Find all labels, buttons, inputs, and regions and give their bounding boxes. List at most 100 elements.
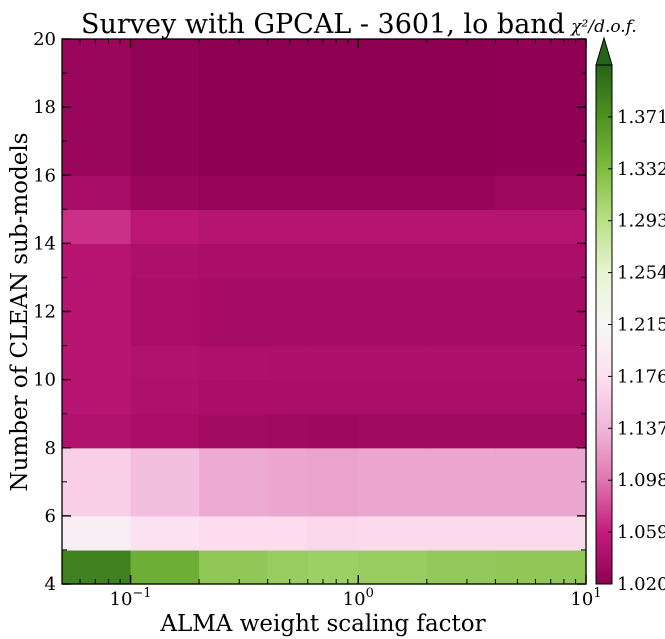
heatmap-cell — [495, 379, 587, 415]
colorbar-tick-label: 1.137 — [617, 418, 665, 439]
heatmap-cell — [426, 515, 496, 551]
heatmap-cell — [130, 209, 200, 244]
heatmap-cell — [426, 209, 496, 244]
heatmap-cell — [130, 447, 200, 517]
colorbar-tick-label: 1.098 — [617, 470, 665, 491]
heatmap-cell — [358, 413, 428, 449]
heatmap-cell — [267, 175, 309, 210]
heatmap-cell — [62, 209, 132, 244]
colorbar: 1.020 1.059 1.098 1.137 1.176 1.215 1.254 1.293… — [595, 36, 665, 595]
heatmap-cells — [62, 39, 587, 585]
x-axis-label: ALMA weight scaling factor — [159, 611, 485, 637]
heatmap-cell — [307, 175, 359, 210]
y-tick-label: 8 — [45, 438, 56, 459]
heatmap-cell — [495, 209, 587, 244]
heatmap-cell — [199, 379, 269, 415]
heatmap-cell — [199, 277, 269, 347]
heatmap-cell — [267, 413, 309, 449]
heatmap-cell — [267, 243, 309, 279]
heatmap-cell — [130, 413, 200, 449]
y-tick-label: 6 — [45, 506, 56, 527]
heatmap-cell — [267, 345, 309, 381]
heatmap-cell — [426, 243, 496, 279]
colorbar-extend-arrow — [595, 36, 613, 66]
colorbar-tick-label: 1.215 — [617, 315, 665, 336]
heatmap-cell — [426, 277, 496, 347]
x-tick-label: 10−1 — [110, 586, 152, 610]
y-tick-label: 20 — [33, 29, 56, 50]
heatmap-cell — [62, 515, 132, 551]
heatmap-cell — [358, 175, 428, 210]
y-axis-tick-labels: 4 6 8 10 12 14 16 18 20 — [33, 29, 56, 595]
colorbar-tick-label: 1.176 — [617, 366, 665, 387]
heatmap-cell — [426, 175, 496, 210]
heatmap-cell — [199, 413, 269, 449]
heatmap-cell — [495, 277, 587, 347]
colorbar-tick-label: 1.332 — [617, 159, 665, 180]
heatmap-cell — [130, 345, 200, 381]
heatmap-cell — [495, 345, 587, 381]
heatmap-cell — [199, 175, 269, 210]
heatmap-cell — [199, 549, 269, 585]
y-axis-label: Number of CLEAN sub-models — [7, 132, 33, 491]
heatmap-cell — [495, 515, 587, 551]
heatmap-cell — [358, 515, 428, 551]
y-axis-ticks — [62, 38, 586, 585]
heatmap-cell — [267, 549, 309, 585]
heatmap-cell — [199, 345, 269, 381]
y-tick-label: 14 — [33, 233, 56, 254]
heatmap-cell — [307, 277, 359, 347]
heatmap-cell — [62, 39, 132, 176]
colorbar-title: χ²/d.o.f. — [570, 17, 637, 37]
heatmap-cell — [358, 243, 428, 279]
heatmap-cell — [199, 209, 269, 244]
heatmap-cell — [358, 39, 428, 176]
heatmap-cell — [307, 549, 359, 585]
heatmap-cell — [426, 447, 496, 517]
heatmap-cell — [130, 277, 200, 347]
heatmap-cell — [426, 39, 496, 176]
y-tick-label: 4 — [45, 574, 56, 595]
heatmap-cell — [495, 243, 587, 279]
colorbar-gradient — [596, 65, 612, 584]
heatmap-cell — [358, 549, 428, 585]
heatmap-cell — [62, 379, 132, 415]
heatmap-cell — [358, 379, 428, 415]
heatmap-cell — [358, 277, 428, 347]
heatmap-cell — [199, 39, 269, 176]
heatmap-cell — [307, 515, 359, 551]
heatmap-cell — [495, 39, 587, 176]
heatmap-cell — [307, 447, 359, 517]
heatmap-cell — [62, 345, 132, 381]
heatmap-cell — [307, 209, 359, 244]
heatmap-cell — [358, 209, 428, 244]
heatmap-cell — [426, 413, 496, 449]
y-tick-label: 18 — [33, 97, 56, 118]
heatmap-cell — [267, 379, 309, 415]
heatmap-cell — [307, 345, 359, 381]
heatmap-cell — [495, 549, 587, 585]
heatmap-cell — [307, 39, 359, 176]
heatmap-cell — [358, 345, 428, 381]
colorbar-tick-label: 1.020 — [617, 574, 665, 595]
heatmap-cell — [130, 379, 200, 415]
heatmap-cell — [267, 277, 309, 347]
heatmap-cell — [130, 243, 200, 279]
chart-title: Survey with GPCAL - 3601, lo band — [81, 9, 565, 40]
heatmap-cell — [130, 515, 200, 551]
x-tick-label: 101 — [570, 586, 601, 610]
heatmap-cell — [62, 447, 132, 517]
heatmap-cell — [426, 345, 496, 381]
y-tick-label: 12 — [33, 302, 56, 323]
heatmap-cell — [62, 175, 132, 210]
heatmap-cell — [495, 413, 587, 449]
colorbar-tick-label: 1.371 — [617, 107, 665, 128]
heatmap-cell — [62, 277, 132, 347]
heatmap-cell — [307, 379, 359, 415]
heatmap-cell — [62, 413, 132, 449]
x-axis-tick-labels: 10−1 100 101 — [110, 586, 602, 610]
heatmap-cell — [199, 447, 269, 517]
heatmap-cell — [199, 243, 269, 279]
heatmap-cell — [426, 379, 496, 415]
